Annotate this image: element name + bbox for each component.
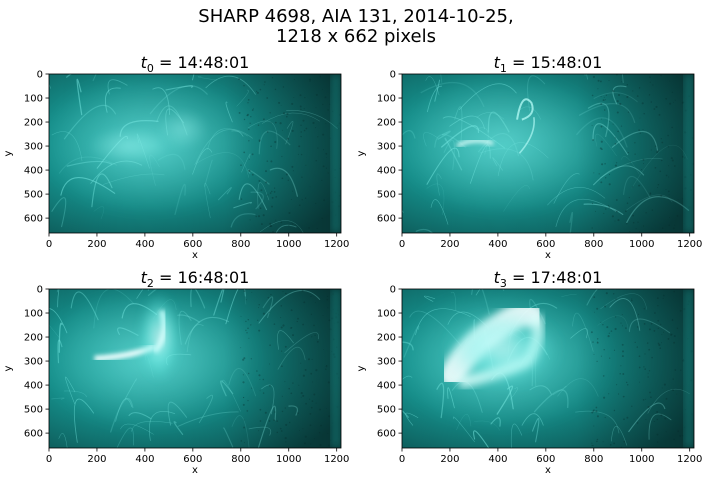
x-tick-label: 0 bbox=[399, 454, 405, 465]
y-tick-label: 600 bbox=[377, 429, 396, 440]
y-tick-label: 500 bbox=[377, 405, 396, 416]
x-tick-label: 1200 bbox=[324, 239, 349, 250]
panel-title: t3 = 17:48:01 bbox=[494, 268, 603, 290]
x-tick-label: 800 bbox=[584, 239, 603, 250]
figure-title-line2: 1218 x 662 pixels bbox=[276, 26, 436, 47]
y-tick-label: 300 bbox=[24, 357, 43, 368]
x-tick-label: 400 bbox=[488, 239, 507, 250]
panel-t1: t1 = 15:48:01 0 200 400 600 800 1000 1200 x 0 100 2… bbox=[356, 53, 702, 261]
x-tick-label: 1000 bbox=[629, 454, 654, 465]
x-tick-label: 0 bbox=[46, 454, 52, 465]
solar-image bbox=[401, 288, 695, 449]
y-tick-label: 0 bbox=[390, 70, 396, 81]
x-axis-label: x bbox=[545, 465, 551, 476]
axes-frame bbox=[401, 288, 695, 449]
panel-t2: t2 = 16:48:01 0 200 400 600 800 1000 1200 x 0 100 2… bbox=[3, 268, 349, 476]
x-tick-label: 600 bbox=[183, 454, 202, 465]
title-subscript: 2 bbox=[147, 277, 154, 290]
title-symbol: t bbox=[141, 53, 148, 72]
figure-title-line1: SHARP 4698, AIA 131, 2014-10-25, bbox=[198, 6, 514, 27]
x-tick-label: 0 bbox=[46, 239, 52, 250]
y-axis-label: y bbox=[3, 365, 14, 371]
axes-frame bbox=[401, 73, 695, 234]
title-time: = 15:48:01 bbox=[507, 53, 602, 72]
x-tick-label: 1200 bbox=[677, 239, 702, 250]
y-tick-label: 600 bbox=[377, 214, 396, 225]
y-tick-label: 500 bbox=[24, 405, 43, 416]
title-subscript: 1 bbox=[500, 62, 507, 75]
title-symbol: t bbox=[141, 268, 148, 287]
x-tick-label: 1000 bbox=[276, 239, 301, 250]
x-tick-label: 600 bbox=[536, 454, 555, 465]
x-axis-label: x bbox=[192, 250, 198, 261]
title-subscript: 0 bbox=[147, 62, 154, 75]
x-tick-label: 800 bbox=[231, 239, 250, 250]
y-axis-label: y bbox=[356, 365, 367, 371]
x-tick-label: 800 bbox=[584, 454, 603, 465]
x-tick-label: 200 bbox=[87, 454, 106, 465]
title-time: = 14:48:01 bbox=[154, 53, 249, 72]
y-tick-label: 100 bbox=[377, 309, 396, 320]
x-tick-label: 400 bbox=[488, 454, 507, 465]
title-symbol: t bbox=[494, 53, 501, 72]
x-tick-label: 800 bbox=[231, 454, 250, 465]
x-tick-label: 1200 bbox=[324, 454, 349, 465]
y-tick-label: 400 bbox=[377, 166, 396, 177]
y-tick-label: 0 bbox=[390, 285, 396, 296]
y-tick-label: 300 bbox=[377, 357, 396, 368]
y-tick-label: 400 bbox=[24, 381, 43, 392]
x-tick-label: 400 bbox=[135, 454, 154, 465]
x-tick-label: 1200 bbox=[677, 454, 702, 465]
x-tick-label: 1000 bbox=[276, 454, 301, 465]
title-subscript: 3 bbox=[500, 277, 507, 290]
panel-title: t1 = 15:48:01 bbox=[494, 53, 603, 75]
title-symbol: t bbox=[494, 268, 501, 287]
x-tick-label: 200 bbox=[87, 239, 106, 250]
panel-t0: t0 = 14:48:010 200 400 600 800 1000 1200x01002… bbox=[3, 53, 349, 261]
x-axis-label: x bbox=[192, 465, 198, 476]
solar-image bbox=[401, 73, 695, 234]
x-axis-label: x bbox=[545, 250, 551, 261]
x-tick-label: 400 bbox=[135, 239, 154, 250]
x-tick-label: 200 bbox=[440, 454, 459, 465]
y-tick-label: 200 bbox=[377, 333, 396, 344]
y-tick-label: 200 bbox=[377, 118, 396, 129]
solar-image bbox=[48, 73, 342, 234]
y-tick-label: 0 bbox=[37, 285, 43, 296]
y-tick-label: 100 bbox=[377, 94, 396, 105]
x-tick-label: 600 bbox=[183, 239, 202, 250]
y-tick-label: 400 bbox=[377, 381, 396, 392]
y-tick-label: 500 bbox=[377, 190, 396, 201]
y-tick-label: 300 bbox=[377, 142, 396, 153]
y-tick-label: 0 bbox=[37, 70, 43, 81]
y-tick-label: 600 bbox=[24, 214, 43, 225]
y-axis-label: y bbox=[3, 150, 14, 156]
panel-title: t2 = 16:48:01 bbox=[141, 268, 250, 290]
x-tick-label: 0 bbox=[399, 239, 405, 250]
axes-frame bbox=[48, 288, 342, 449]
y-tick-label: 400 bbox=[24, 166, 43, 177]
y-tick-label: 300 bbox=[24, 142, 43, 153]
title-time: = 16:48:01 bbox=[154, 268, 249, 287]
title-time: = 17:48:01 bbox=[507, 268, 602, 287]
x-tick-label: 1000 bbox=[629, 239, 654, 250]
y-tick-label: 100 bbox=[24, 309, 43, 320]
y-tick-label: 200 bbox=[24, 333, 43, 344]
axes-frame bbox=[48, 73, 342, 234]
y-tick-label: 600 bbox=[24, 429, 43, 440]
panel-title: t0 = 14:48:01 bbox=[141, 53, 250, 75]
y-tick-label: 200 bbox=[24, 118, 43, 129]
y-axis-label: y bbox=[356, 150, 367, 156]
solar-image bbox=[48, 288, 342, 449]
y-tick-label: 100 bbox=[24, 94, 43, 105]
panel-t3: t3 = 17:48:01 0 200 400 600 800 1000 1200 x 0 100 2… bbox=[356, 268, 702, 476]
y-tick-label: 500 bbox=[24, 190, 43, 201]
x-tick-label: 600 bbox=[536, 239, 555, 250]
x-tick-label: 200 bbox=[440, 239, 459, 250]
